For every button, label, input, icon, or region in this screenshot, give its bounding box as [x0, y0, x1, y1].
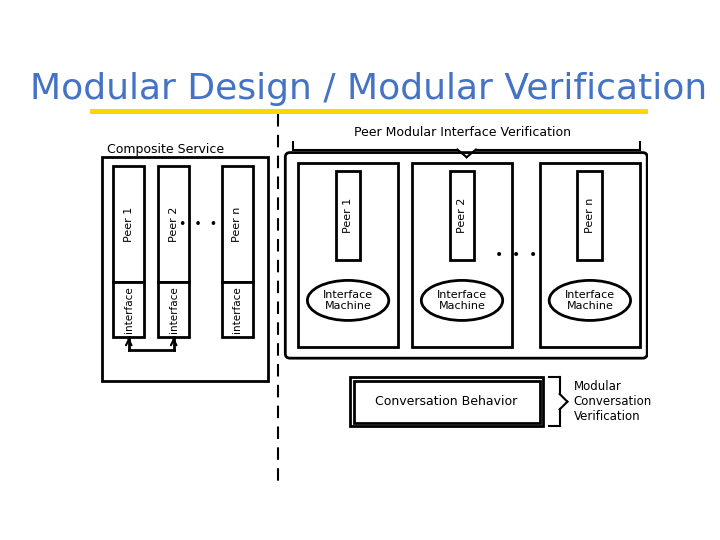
Text: Interface
Machine: Interface Machine: [323, 289, 373, 311]
Ellipse shape: [549, 280, 631, 320]
Text: Interface
Machine: Interface Machine: [437, 289, 487, 311]
Text: Composite Service: Composite Service: [107, 143, 224, 156]
Text: interface: interface: [168, 286, 179, 333]
Text: Interface
Machine: Interface Machine: [564, 289, 615, 311]
Text: Peer 1: Peer 1: [124, 207, 134, 242]
Bar: [102, 157, 269, 381]
Text: Peer 1: Peer 1: [343, 198, 353, 233]
Bar: [449, 171, 474, 260]
Bar: [336, 171, 361, 260]
Text: Peer 2: Peer 2: [168, 206, 179, 242]
Bar: [158, 166, 189, 282]
FancyBboxPatch shape: [285, 153, 647, 358]
Text: Conversation Behavior: Conversation Behavior: [375, 395, 518, 408]
Text: Modular
Conversation
Verification: Modular Conversation Verification: [574, 380, 652, 423]
Bar: [113, 166, 144, 282]
Bar: [354, 381, 539, 423]
Bar: [113, 282, 144, 338]
Bar: [577, 171, 602, 260]
Text: interface: interface: [233, 286, 242, 333]
Text: •  •  •: • • •: [495, 248, 537, 262]
Text: Modular Design / Modular Verification: Modular Design / Modular Verification: [30, 72, 708, 106]
Text: Peer Modular Interface Verification: Peer Modular Interface Verification: [354, 126, 570, 139]
Bar: [351, 377, 543, 426]
Bar: [222, 166, 253, 282]
Text: Peer n: Peer n: [233, 206, 242, 242]
Text: Peer n: Peer n: [585, 198, 595, 233]
Text: Peer 2: Peer 2: [457, 198, 467, 233]
Bar: [222, 282, 253, 338]
Ellipse shape: [307, 280, 389, 320]
Text: •  •  •: • • •: [179, 218, 217, 231]
Bar: [539, 164, 640, 347]
Bar: [90, 110, 648, 114]
Text: interface: interface: [124, 286, 134, 333]
Bar: [412, 164, 513, 347]
Bar: [297, 164, 398, 347]
Ellipse shape: [421, 280, 503, 320]
Bar: [158, 282, 189, 338]
